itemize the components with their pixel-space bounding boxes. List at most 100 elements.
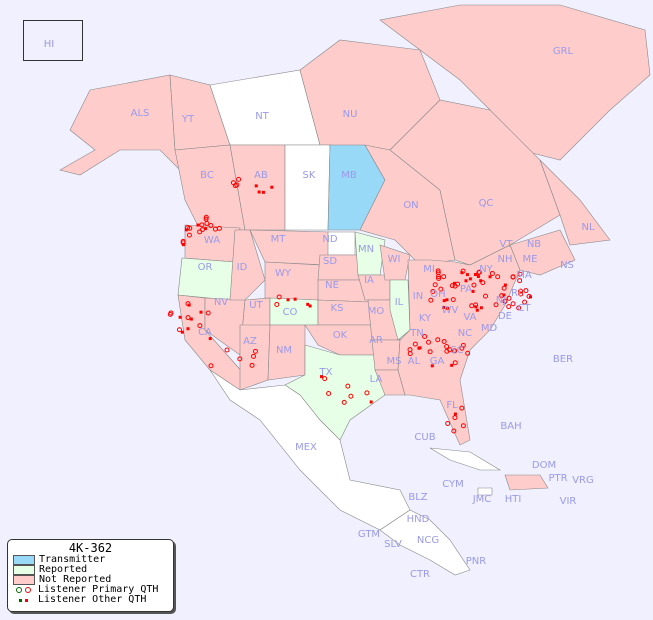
listener-primary-marker: [441, 274, 447, 280]
region-label-TN: TN: [409, 328, 424, 339]
listener-primary-marker: [326, 390, 332, 396]
listener-other-marker: [418, 346, 422, 350]
region-label-VA: VA: [463, 312, 476, 323]
listener-other-marker: [453, 281, 457, 285]
listener-primary-marker: [517, 271, 523, 277]
region-label-GRL: GRL: [553, 46, 574, 57]
listener-primary-marker: [345, 383, 351, 389]
listener-primary-marker: [348, 393, 354, 399]
listener-primary-marker: [518, 288, 524, 294]
region-label-MO: MO: [368, 306, 385, 317]
listener-other-marker: [479, 279, 483, 283]
region-label-BER: BER: [553, 354, 573, 365]
region-label-TX: TX: [319, 367, 333, 378]
listener-primary-marker: [224, 347, 230, 353]
listener-primary-marker: [252, 348, 258, 354]
region-label-ME: ME: [523, 254, 538, 265]
region-SK: [284, 144, 331, 231]
region-label-NM: NM: [276, 345, 292, 356]
listener-primary-marker: [495, 274, 501, 280]
listener-primary-marker: [449, 283, 455, 289]
listener-other-marker: [257, 190, 261, 194]
listener-primary-marker: [493, 302, 499, 308]
listener-primary-marker: [471, 282, 477, 288]
region-label-MI: MI: [423, 264, 435, 275]
region-label-AZ: AZ: [243, 336, 257, 347]
legend-label: Listener Primary QTH: [38, 584, 159, 595]
region-label-GTM: GTM: [358, 529, 380, 540]
square-marker-icon: [13, 598, 33, 602]
listener-other-marker: [286, 298, 290, 302]
region-label-OH: OH: [430, 289, 445, 300]
listener-primary-marker: [465, 350, 471, 356]
region-label-VT: VT: [500, 239, 514, 250]
region-label-MS: MS: [387, 356, 402, 367]
listener-primary-marker: [435, 337, 441, 343]
listener-primary-marker: [516, 305, 522, 311]
region-label-NJ: NJ: [496, 295, 506, 306]
region-label-OR: OR: [198, 262, 213, 273]
region-label-NH: NH: [498, 254, 513, 265]
region-IL: [389, 279, 411, 341]
listener-primary-marker: [450, 297, 456, 303]
region-label-ID: ID: [237, 262, 248, 273]
listener-other-marker: [445, 306, 449, 310]
region-label-AB: AB: [254, 170, 268, 181]
region-label-NB: NB: [527, 239, 541, 250]
listener-primary-marker: [364, 390, 370, 396]
swatch: [13, 565, 35, 575]
region-label-MEX: MEX: [295, 442, 317, 453]
listener-other-marker: [208, 337, 212, 341]
listener-other-marker: [261, 190, 265, 194]
region-label-CYM: CYM: [442, 479, 464, 490]
region-label-KS: KS: [331, 303, 344, 314]
region-label-JMC: JMC: [472, 494, 492, 505]
legend-label: Reported: [39, 564, 88, 575]
listener-other-marker: [184, 228, 188, 232]
listener-other-marker: [502, 293, 506, 297]
listener-primary-marker: [205, 310, 211, 316]
legend-primary-qth: Listener Primary QTH: [8, 585, 173, 595]
region-CUB: [429, 447, 502, 471]
region-label-HTI: HTI: [505, 494, 522, 505]
region-label-NY: NY: [479, 264, 493, 275]
listener-other-marker: [479, 306, 483, 310]
listener-primary-marker: [480, 280, 486, 286]
region-label-RI: RI: [511, 288, 521, 299]
listener-primary-marker: [452, 415, 458, 421]
region-label-NL: NL: [581, 222, 594, 233]
listener-primary-marker: [186, 232, 192, 238]
region-WY: [264, 261, 321, 301]
listener-primary-marker: [517, 278, 523, 284]
listener-other-marker: [471, 289, 475, 293]
region-label-CA: CA: [198, 327, 212, 338]
listener-other-marker: [254, 184, 258, 188]
listener-primary-marker: [426, 339, 432, 345]
region-label-IN: IN: [413, 291, 423, 302]
listener-primary-marker: [203, 214, 209, 220]
listener-primary-marker: [452, 360, 458, 366]
listener-primary-marker: [502, 298, 508, 304]
listener-other-marker: [464, 279, 468, 283]
listener-primary-marker: [489, 270, 495, 276]
listener-primary-marker: [430, 288, 436, 294]
listener-primary-marker: [460, 342, 466, 348]
region-label-KY: KY: [419, 313, 432, 324]
region-label-BC: BC: [200, 170, 214, 181]
listener-other-marker: [445, 298, 449, 302]
region-label-AL: AL: [408, 356, 421, 367]
listener-primary-marker: [444, 344, 450, 350]
region-label-HI: HI: [44, 39, 54, 50]
listener-other-marker: [430, 364, 434, 368]
listener-primary-marker: [274, 301, 280, 307]
region-label-ND: ND: [322, 234, 337, 245]
listener-primary-marker: [185, 225, 191, 231]
legend-title: 4K-362: [68, 541, 113, 555]
hawaii-inset: [23, 20, 83, 61]
listener-other-marker: [465, 273, 469, 277]
region-label-FL: FL: [446, 400, 458, 411]
listener-primary-marker: [234, 182, 240, 188]
legend-reported: Reported: [8, 565, 173, 575]
region-label-SC: SC: [450, 345, 463, 356]
